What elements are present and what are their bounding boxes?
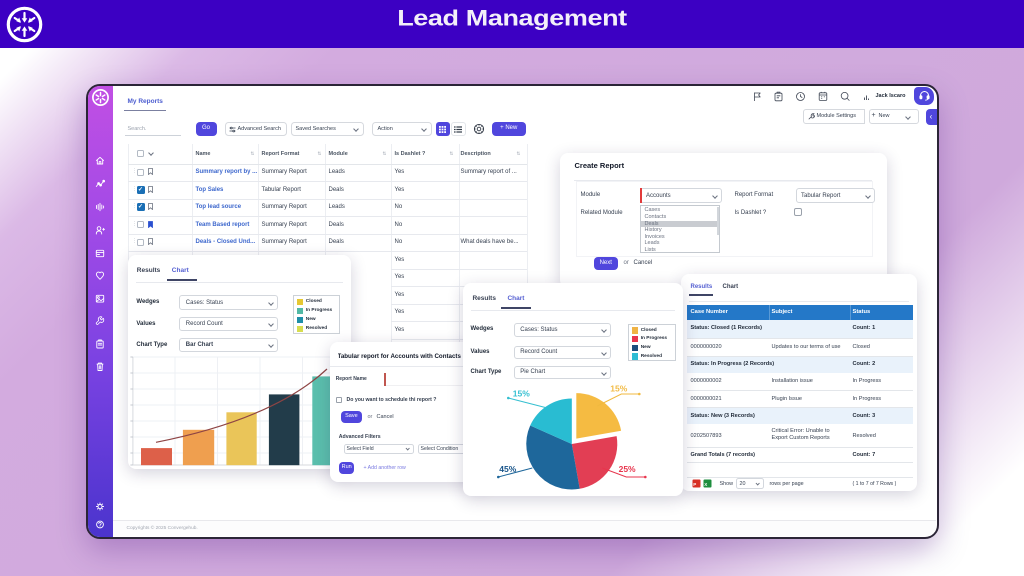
svg-text:X: X [704, 482, 707, 487]
svg-text:15%: 15% [610, 383, 627, 393]
svg-text:45%: 45% [499, 464, 516, 474]
svg-text:P: P [693, 482, 696, 487]
svg-text:25%: 25% [619, 464, 636, 474]
svg-text:15%: 15% [513, 388, 530, 398]
